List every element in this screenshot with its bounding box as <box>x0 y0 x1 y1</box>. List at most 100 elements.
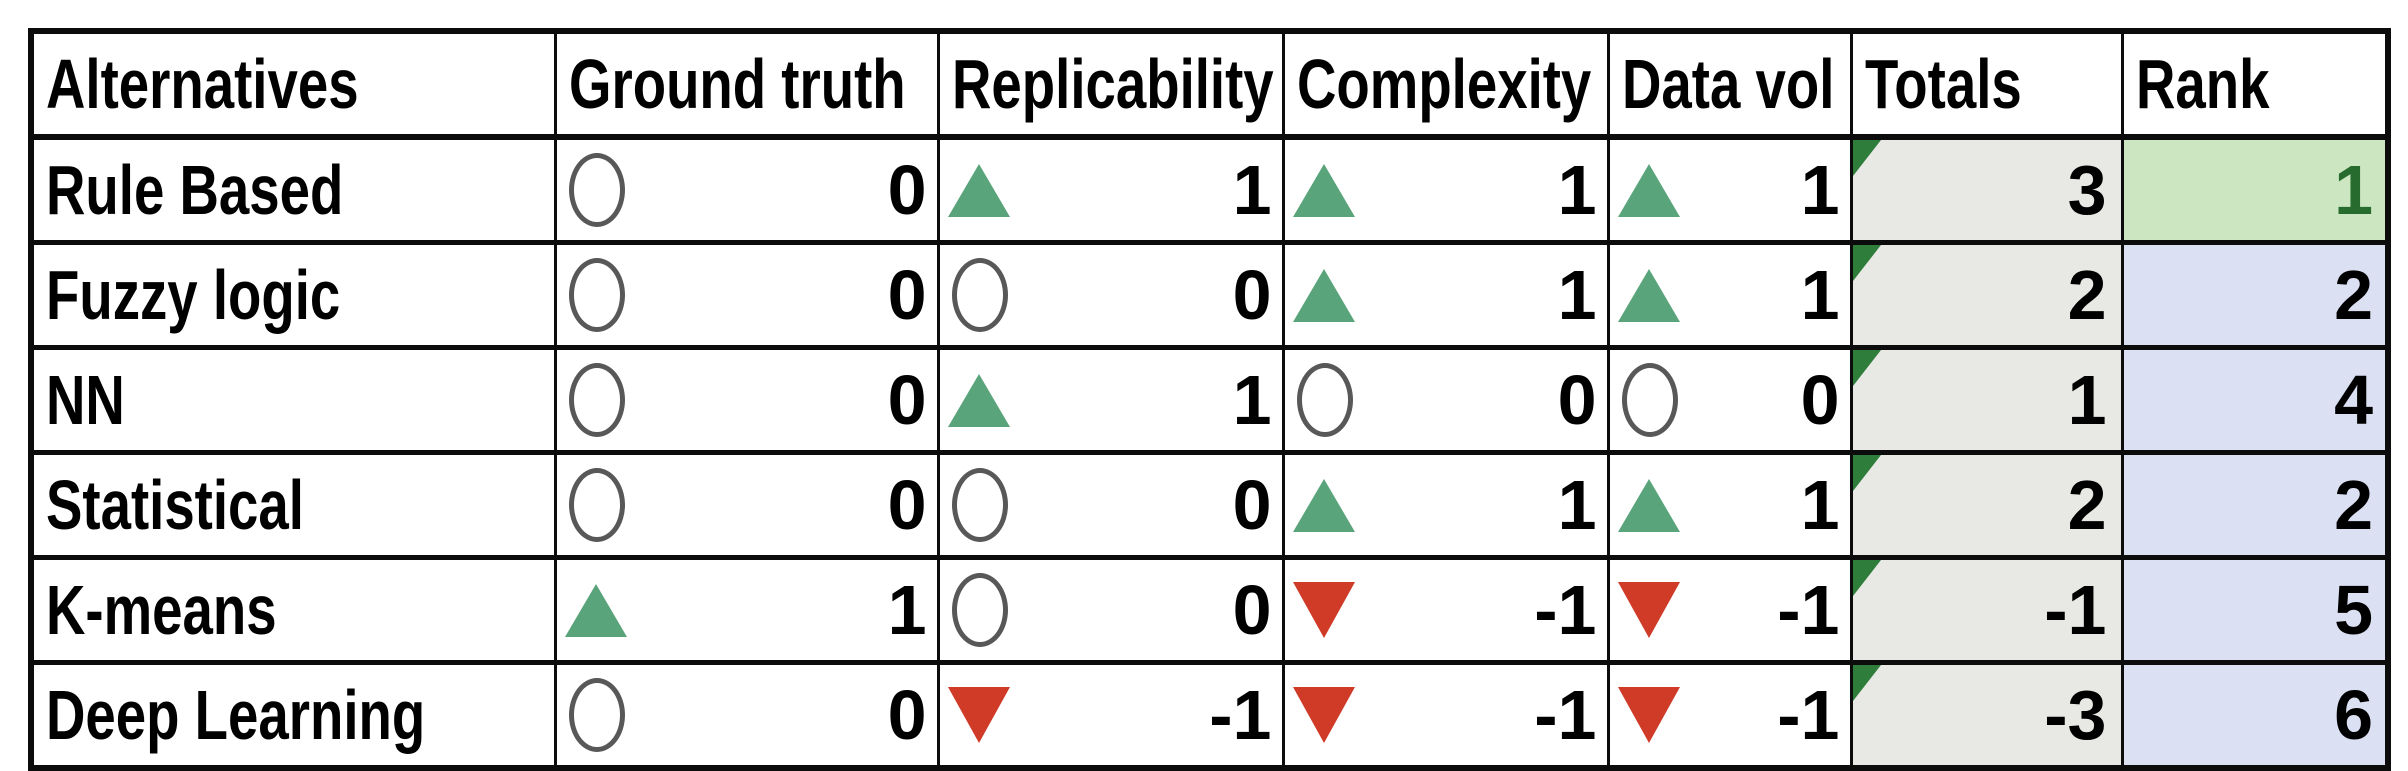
score-cell-replicability: 1 <box>936 345 1285 455</box>
triangle-up-icon <box>1617 268 1680 322</box>
rank-cell: 5 <box>2120 555 2390 665</box>
alternative-name-cell: Rule Based <box>29 134 557 245</box>
corner-flag-icon <box>1852 455 1881 491</box>
rank-value: 4 <box>2334 361 2373 439</box>
alternative-name-cell: Fuzzy logic <box>29 240 557 350</box>
alternative-name-cell: K-means <box>29 555 557 665</box>
triangle-up-icon <box>1292 268 1355 322</box>
rank-cell: 1 <box>2120 134 2390 245</box>
header-label: Totals <box>1864 45 2022 123</box>
score-value: 1 <box>1232 361 1272 439</box>
alternative-name: NN <box>46 361 125 439</box>
circle-icon <box>1296 363 1353 437</box>
circle-icon <box>568 678 625 752</box>
alternative-name-cell: Statistical <box>29 450 557 560</box>
score-cell-ground-truth: 0 <box>553 450 940 560</box>
score-value: 0 <box>1800 361 1840 439</box>
score-value: 0 <box>887 151 927 229</box>
column-header-totals: Totals <box>1849 28 2124 140</box>
corner-flag-icon <box>1852 350 1881 386</box>
circle-icon <box>568 258 625 332</box>
corner-flag-icon <box>1852 245 1881 281</box>
header-label: Complexity <box>1296 45 1591 123</box>
score-value: 0 <box>1232 256 1272 334</box>
score-value: -1 <box>1534 571 1597 649</box>
score-value: 0 <box>887 676 927 754</box>
score-cell-replicability: 0 <box>936 240 1285 350</box>
score-value: 0 <box>887 466 927 544</box>
circle-icon <box>568 468 625 542</box>
totals-cell: 2 <box>1849 240 2124 350</box>
score-cell-data-vol: 1 <box>1606 134 1853 245</box>
total-value: -1 <box>2044 571 2107 649</box>
total-value: 2 <box>2067 256 2107 334</box>
triangle-up-icon <box>947 163 1010 217</box>
header-row: Alternatives Ground truth Replicability … <box>29 28 2390 140</box>
triangle-up-icon <box>947 373 1010 427</box>
triangle-down-icon <box>1292 582 1355 638</box>
score-value: -1 <box>1777 676 1840 754</box>
triangle-down-icon <box>1617 687 1680 743</box>
score-value: -1 <box>1534 676 1597 754</box>
rank-cell: 4 <box>2120 345 2390 455</box>
score-cell-ground-truth: 0 <box>553 345 940 455</box>
score-value: -1 <box>1777 571 1840 649</box>
header-label: Data vol <box>1621 45 1834 123</box>
column-header-rank: Rank <box>2120 28 2390 140</box>
score-cell-data-vol: 0 <box>1606 345 1853 455</box>
circle-icon <box>568 153 625 227</box>
score-value: 1 <box>1557 256 1597 334</box>
column-header-alternatives: Alternatives <box>29 28 557 140</box>
triangle-down-icon <box>1292 687 1355 743</box>
score-cell-data-vol: 1 <box>1606 240 1853 350</box>
table-wrapper: Alternatives Ground truth Replicability … <box>28 28 2391 771</box>
totals-cell: 2 <box>1849 450 2124 560</box>
score-cell-complexity: -1 <box>1281 660 1610 771</box>
table-row: NN 0 1 0 0 1 4 <box>29 345 2390 455</box>
score-cell-ground-truth: 0 <box>553 240 940 350</box>
table-row: Rule Based 0 1 1 1 3 1 <box>29 134 2390 245</box>
score-value: 1 <box>1557 466 1597 544</box>
score-value: 0 <box>1557 361 1597 439</box>
header-label: Ground truth <box>568 45 906 123</box>
score-cell-complexity: 1 <box>1281 450 1610 560</box>
alternative-name: Deep Learning <box>46 676 426 754</box>
triangle-up-icon <box>1292 478 1355 532</box>
column-header-complexity: Complexity <box>1281 28 1610 140</box>
alternative-name-cell: Deep Learning <box>29 660 557 771</box>
score-value: 1 <box>1800 151 1840 229</box>
score-cell-ground-truth: 0 <box>553 134 940 245</box>
total-value: 1 <box>2067 361 2107 439</box>
score-cell-data-vol: -1 <box>1606 660 1853 771</box>
score-value: 1 <box>1232 151 1272 229</box>
triangle-down-icon <box>947 687 1010 743</box>
corner-flag-icon <box>1852 140 1881 176</box>
rank-cell: 2 <box>2120 450 2390 560</box>
decision-matrix-table: Alternatives Ground truth Replicability … <box>28 28 2391 771</box>
score-value: -1 <box>1209 676 1272 754</box>
alternative-name: K-means <box>46 571 277 649</box>
rank-cell: 6 <box>2120 660 2390 771</box>
score-cell-data-vol: -1 <box>1606 555 1853 665</box>
score-cell-replicability: -1 <box>936 660 1285 771</box>
rank-value: 2 <box>2334 466 2373 544</box>
circle-icon <box>568 363 625 437</box>
score-cell-complexity: 1 <box>1281 240 1610 350</box>
score-cell-ground-truth: 1 <box>553 555 940 665</box>
score-cell-replicability: 0 <box>936 555 1285 665</box>
triangle-up-icon <box>1617 478 1680 532</box>
rank-value: 6 <box>2334 676 2373 754</box>
rank-value: 1 <box>2334 151 2373 229</box>
triangle-down-icon <box>1617 582 1680 638</box>
score-cell-ground-truth: 0 <box>553 660 940 771</box>
totals-cell: -3 <box>1849 660 2124 771</box>
score-cell-complexity: -1 <box>1281 555 1610 665</box>
score-cell-complexity: 1 <box>1281 134 1610 245</box>
score-value: 1 <box>1800 466 1840 544</box>
header-label: Replicability <box>951 45 1274 123</box>
triangle-up-icon <box>1617 163 1680 217</box>
triangle-up-icon <box>564 583 627 637</box>
alternative-name: Rule Based <box>46 151 344 229</box>
triangle-up-icon <box>1292 163 1355 217</box>
